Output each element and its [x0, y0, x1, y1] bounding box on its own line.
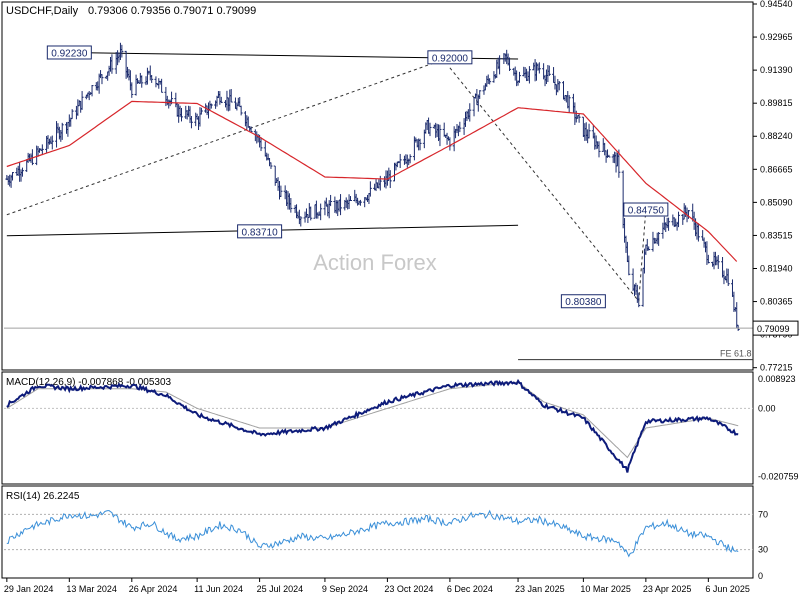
level-label-box — [46, 45, 92, 60]
rsi-tick-label: 30 — [758, 545, 768, 555]
level-label: 0.92230 — [51, 48, 88, 59]
x-tick-label: 10 Mar 2025 — [580, 584, 631, 594]
current-price-box — [752, 320, 799, 336]
x-tick-label: 11 Jun 2024 — [194, 584, 243, 594]
macd-panel — [1, 371, 754, 485]
price-tick-label: 0.86665 — [760, 164, 793, 174]
price-tick-label: 0.94540 — [760, 0, 793, 9]
rsi-line — [6, 509, 739, 558]
rsi-panel — [1, 485, 754, 579]
x-tick-label: 6 Jun 2025 — [705, 584, 750, 594]
macd-title: MACD(12,26,9) -0.007868 -0.005303 — [6, 377, 172, 388]
chart-symbol: USDCHF,Daily — [6, 5, 79, 17]
dashed-trendline — [6, 56, 451, 216]
x-tick-label: 23 Apr 2025 — [643, 584, 692, 594]
rsi-title: RSI(14) 26.2245 — [6, 491, 80, 502]
x-tick-label: 26 Apr 2024 — [129, 584, 178, 594]
level-label: 0.80380 — [565, 297, 602, 308]
price-tick-label: 0.89815 — [760, 98, 793, 108]
signal-line — [6, 381, 739, 459]
level-label: 0.84750 — [628, 206, 665, 217]
x-tick-label: 25 Jul 2024 — [257, 584, 304, 594]
price-tick-label: 0.91390 — [760, 65, 793, 75]
price-tick-label: 0.92965 — [760, 32, 793, 42]
macd-tick-label: -0.020759 — [758, 471, 799, 481]
price-tick-label: 0.81940 — [760, 263, 793, 273]
x-tick-label: 29 Jan 2024 — [4, 584, 54, 594]
fe-level-label: FE 61.8 — [720, 349, 752, 359]
price-tick-label: 0.77215 — [760, 363, 793, 373]
level-label-box — [237, 224, 283, 239]
watermark: Action Forex — [313, 250, 437, 275]
level-label: 0.83710 — [242, 227, 279, 238]
macd-tick-label: 0.008923 — [758, 374, 796, 384]
level-label: 0.92000 — [432, 53, 469, 64]
level-label-box — [560, 294, 606, 309]
level-label-box — [427, 50, 473, 65]
price-tick-label: 0.88240 — [760, 131, 793, 141]
x-tick-label: 9 Sep 2024 — [322, 584, 368, 594]
dashed-trendline — [449, 67, 640, 302]
price-panel — [1, 1, 754, 371]
level-label-box — [623, 202, 669, 217]
x-tick-label: 13 Mar 2024 — [66, 584, 117, 594]
moving-average-line — [6, 100, 738, 262]
rsi-tick-label: 70 — [758, 509, 768, 519]
price-tick-label: 0.83515 — [760, 230, 793, 240]
price-tick-label: 0.85090 — [760, 197, 793, 207]
macd-line — [6, 378, 739, 473]
current-price-label: 0.79099 — [757, 324, 790, 334]
chart-ohlc: 0.79306 0.79356 0.79071 0.79099 — [88, 5, 256, 17]
x-tick-label: 23 Oct 2024 — [384, 584, 433, 594]
x-tick-label: 6 Dec 2024 — [447, 584, 493, 594]
price-tick-label: 0.80365 — [760, 297, 793, 307]
x-tick-label: 23 Jan 2025 — [515, 584, 565, 594]
macd-tick-label: 0.00 — [758, 403, 776, 413]
rsi-tick-label: 0 — [758, 571, 763, 581]
